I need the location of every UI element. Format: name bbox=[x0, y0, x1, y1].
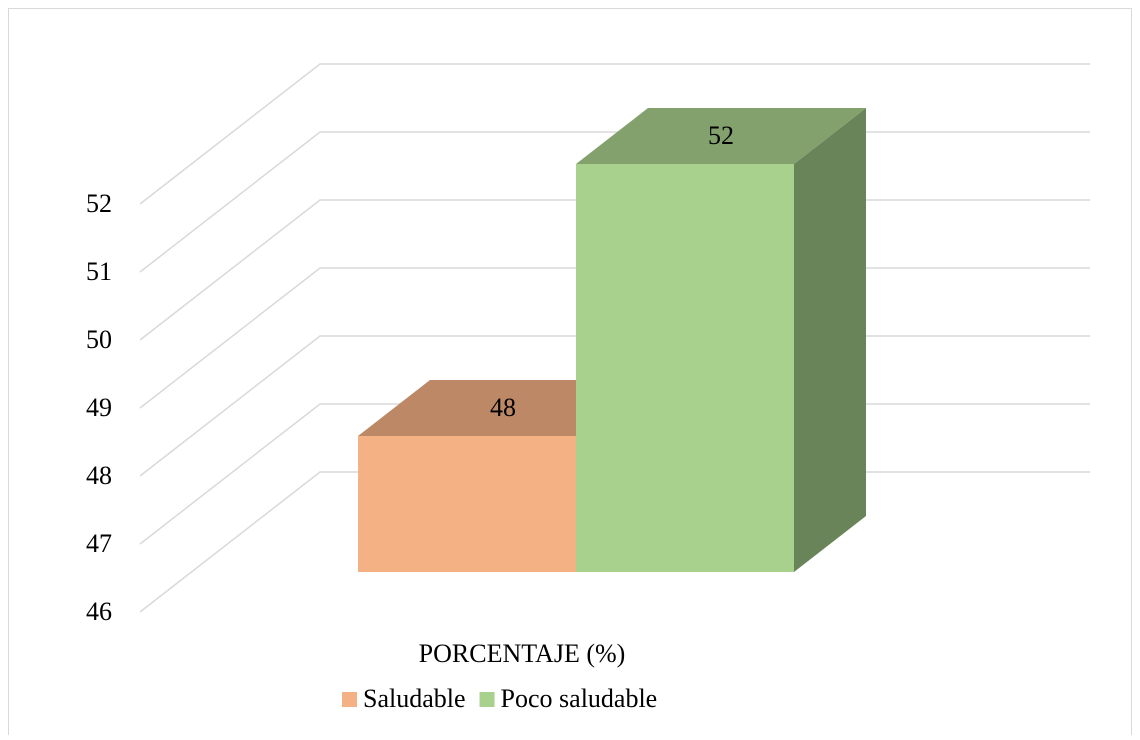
bar-top bbox=[576, 108, 866, 164]
grid-line bbox=[139, 63, 1090, 205]
y-tick-label: 47 bbox=[86, 529, 112, 558]
legend-swatch bbox=[479, 692, 495, 707]
y-tick-label: 49 bbox=[86, 393, 112, 422]
y-tick-label: 52 bbox=[86, 189, 112, 218]
y-tick-label: 51 bbox=[86, 257, 112, 286]
bar bbox=[576, 164, 794, 572]
bar bbox=[358, 436, 576, 572]
data-label: 48 bbox=[490, 393, 516, 422]
bar-side bbox=[794, 108, 866, 572]
legend-label: Saludable bbox=[363, 684, 466, 713]
y-tick-label: 50 bbox=[86, 325, 112, 354]
chart-frame bbox=[8, 8, 1132, 740]
bar-top bbox=[358, 380, 648, 436]
data-label: 52 bbox=[708, 121, 734, 150]
category-label: PORCENTAJE (%) bbox=[419, 639, 626, 668]
legend-swatch bbox=[342, 692, 357, 707]
y-tick-label: 46 bbox=[86, 597, 112, 626]
y-tick-label: 48 bbox=[86, 461, 112, 490]
legend-label: Poco saludable bbox=[501, 684, 658, 713]
